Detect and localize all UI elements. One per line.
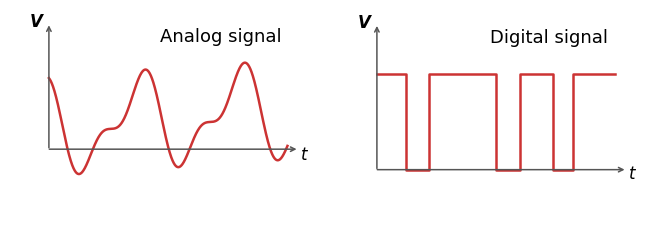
Text: t: t [300,146,307,164]
Text: Digital signal: Digital signal [489,30,607,47]
Text: t: t [628,165,635,183]
Text: V: V [358,14,371,32]
Text: V: V [30,14,43,31]
Text: Analog signal: Analog signal [160,28,281,46]
